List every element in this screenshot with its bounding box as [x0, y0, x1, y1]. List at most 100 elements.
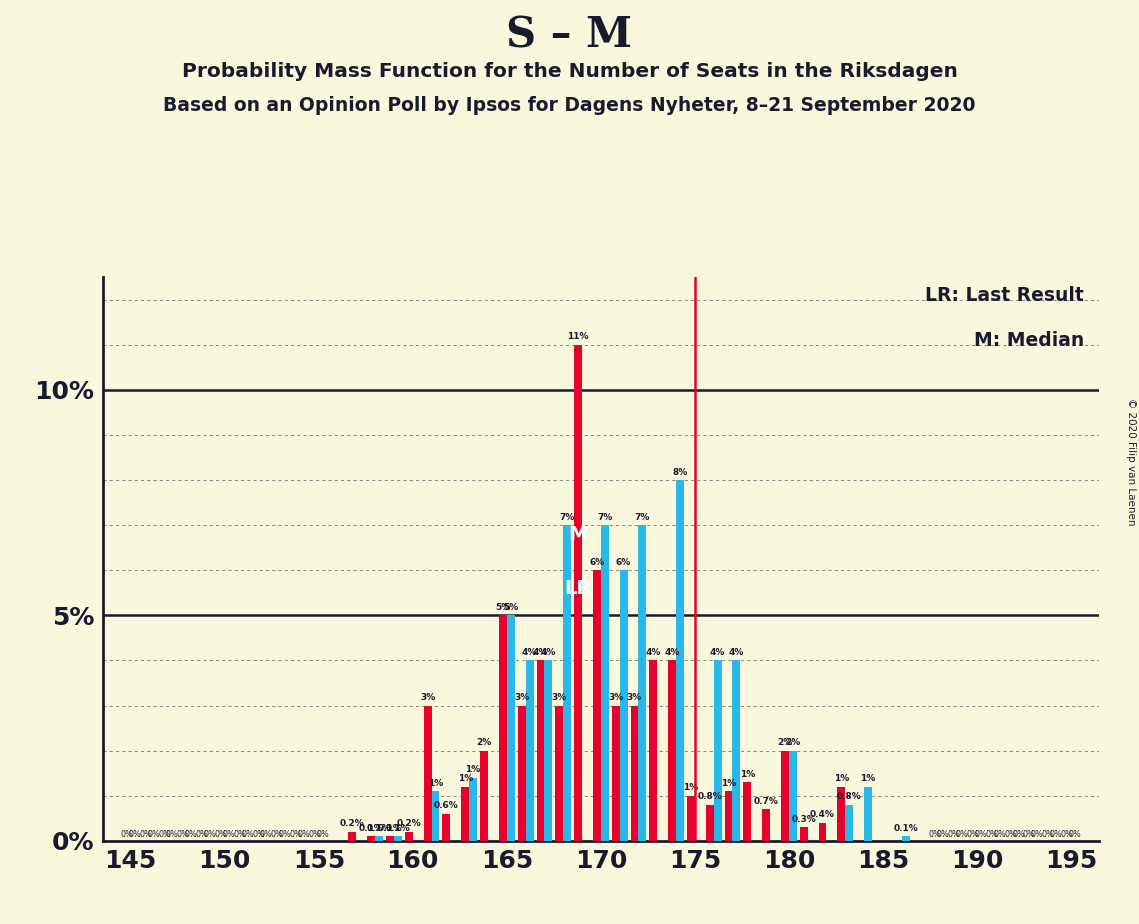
Text: 4%: 4% — [729, 648, 744, 657]
Bar — [781, 750, 789, 841]
Text: 0.1%: 0.1% — [385, 823, 410, 833]
Bar — [349, 832, 357, 841]
Text: 0%: 0% — [147, 830, 159, 839]
Text: 0%: 0% — [185, 830, 197, 839]
Text: S – M: S – M — [507, 15, 632, 56]
Bar — [574, 345, 582, 841]
Text: 5%: 5% — [495, 602, 510, 612]
Text: 0%: 0% — [139, 830, 151, 839]
Bar — [612, 706, 620, 841]
Bar — [481, 750, 487, 841]
Text: 0.2%: 0.2% — [396, 820, 421, 828]
Bar — [375, 836, 383, 841]
Text: 0%: 0% — [166, 830, 179, 839]
Text: 2%: 2% — [785, 738, 801, 747]
Text: 0%: 0% — [271, 830, 284, 839]
Text: 4%: 4% — [541, 648, 556, 657]
Text: 7%: 7% — [634, 513, 650, 521]
Text: 0%: 0% — [233, 830, 246, 839]
Text: 0%: 0% — [929, 830, 942, 839]
Text: 0%: 0% — [956, 830, 968, 839]
Text: 0%: 0% — [993, 830, 1006, 839]
Text: 0%: 0% — [196, 830, 208, 839]
Bar — [677, 480, 683, 841]
Text: 0%: 0% — [279, 830, 292, 839]
Text: M: M — [568, 525, 588, 543]
Text: 0.3%: 0.3% — [792, 815, 817, 823]
Text: 3%: 3% — [608, 693, 623, 702]
Text: © 2020 Filip van Laenen: © 2020 Filip van Laenen — [1125, 398, 1136, 526]
Text: 1%: 1% — [739, 770, 755, 779]
Text: 0%: 0% — [1068, 830, 1081, 839]
Bar — [744, 783, 752, 841]
Text: 4%: 4% — [533, 648, 548, 657]
Text: 3%: 3% — [626, 693, 642, 702]
Text: 0%: 0% — [1023, 830, 1035, 839]
Text: 6%: 6% — [589, 558, 605, 566]
Bar — [631, 706, 639, 841]
Bar — [404, 832, 412, 841]
Bar — [507, 615, 515, 841]
Text: 1%: 1% — [834, 774, 849, 784]
Text: 0.1%: 0.1% — [359, 823, 384, 833]
Bar — [601, 525, 608, 841]
Text: 4%: 4% — [664, 648, 680, 657]
Text: 0%: 0% — [204, 830, 216, 839]
Text: 0%: 0% — [1060, 830, 1073, 839]
Bar — [394, 836, 402, 841]
Bar — [525, 661, 533, 841]
Text: 0%: 0% — [252, 830, 264, 839]
Bar — [800, 827, 808, 841]
Text: 1%: 1% — [428, 779, 443, 787]
Text: 0%: 0% — [121, 830, 133, 839]
Bar — [639, 525, 646, 841]
Text: 1%: 1% — [683, 784, 698, 792]
Text: 0%: 0% — [967, 830, 980, 839]
Bar — [902, 836, 910, 841]
Text: 0%: 0% — [158, 830, 171, 839]
Text: 3%: 3% — [514, 693, 530, 702]
Text: LR: Last Result: LR: Last Result — [925, 286, 1084, 305]
Bar — [518, 706, 525, 841]
Text: 0.6%: 0.6% — [434, 801, 459, 810]
Text: 3%: 3% — [420, 693, 435, 702]
Text: 0%: 0% — [948, 830, 960, 839]
Text: 0%: 0% — [317, 830, 329, 839]
Text: LR: LR — [565, 578, 592, 598]
Bar — [461, 786, 469, 841]
Text: 0%: 0% — [241, 830, 254, 839]
Text: 4%: 4% — [646, 648, 661, 657]
Bar — [536, 661, 544, 841]
Text: 0%: 0% — [975, 830, 988, 839]
Text: 0%: 0% — [1013, 830, 1025, 839]
Text: 7%: 7% — [559, 513, 575, 521]
Bar — [544, 661, 552, 841]
Text: Probability Mass Function for the Number of Seats in the Riksdagen: Probability Mass Function for the Number… — [181, 62, 958, 81]
Text: 0%: 0% — [289, 830, 302, 839]
Bar — [762, 809, 770, 841]
Text: 0%: 0% — [1042, 830, 1055, 839]
Text: 1%: 1% — [458, 774, 473, 784]
Bar — [865, 786, 872, 841]
Text: 0.8%: 0.8% — [837, 792, 861, 801]
Text: 0%: 0% — [214, 830, 227, 839]
Text: 2%: 2% — [777, 738, 793, 747]
Text: 3%: 3% — [551, 693, 567, 702]
Text: 4%: 4% — [710, 648, 726, 657]
Text: 0.1%: 0.1% — [893, 823, 918, 833]
Bar — [367, 836, 375, 841]
Text: 2%: 2% — [476, 738, 492, 747]
Text: 0%: 0% — [937, 830, 950, 839]
Text: 0.1%: 0.1% — [367, 823, 392, 833]
Text: 8%: 8% — [672, 468, 688, 477]
Bar — [563, 525, 571, 841]
Text: 0.4%: 0.4% — [810, 810, 835, 820]
Bar — [714, 661, 721, 841]
Bar — [649, 661, 657, 841]
Text: 0%: 0% — [260, 830, 272, 839]
Text: 7%: 7% — [597, 513, 613, 521]
Bar — [789, 750, 797, 841]
Text: 1%: 1% — [466, 765, 481, 774]
Text: 6%: 6% — [616, 558, 631, 566]
Bar — [669, 661, 677, 841]
